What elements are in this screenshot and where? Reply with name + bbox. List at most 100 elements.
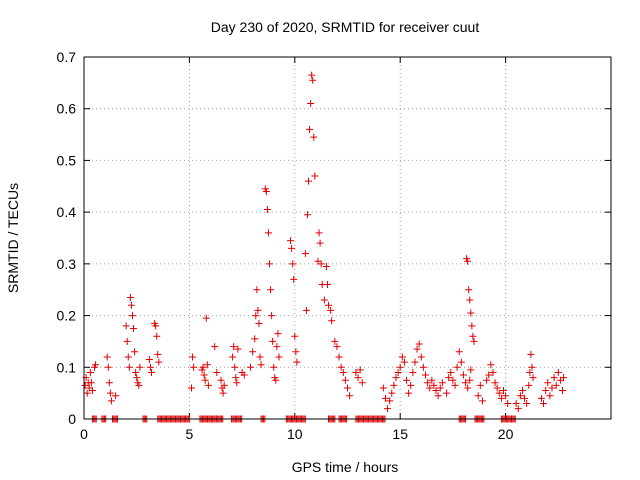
data-point bbox=[122, 322, 130, 330]
data-point bbox=[203, 361, 211, 369]
data-point bbox=[266, 260, 274, 268]
data-point bbox=[104, 363, 112, 371]
data-point bbox=[130, 325, 138, 332]
data-point bbox=[153, 332, 161, 340]
data-point bbox=[346, 392, 354, 400]
data-point bbox=[445, 374, 453, 382]
data-point bbox=[455, 348, 463, 356]
data-point bbox=[464, 257, 472, 265]
data-point bbox=[190, 363, 198, 371]
plot-frame bbox=[83, 56, 612, 420]
data-point bbox=[254, 306, 262, 314]
y-tick-label: 0.2 bbox=[57, 308, 77, 324]
data-point bbox=[127, 301, 135, 309]
data-point bbox=[92, 361, 100, 369]
data-point bbox=[213, 368, 221, 376]
data-point bbox=[430, 381, 438, 389]
data-point bbox=[264, 229, 272, 237]
data-point bbox=[390, 381, 398, 389]
data-point bbox=[358, 379, 366, 387]
data-point bbox=[335, 353, 343, 361]
data-point bbox=[523, 399, 531, 407]
data-point bbox=[453, 363, 461, 371]
data-point bbox=[341, 376, 349, 384]
grid-lines bbox=[84, 57, 611, 419]
data-point bbox=[457, 358, 465, 366]
data-point bbox=[526, 368, 534, 376]
data-point bbox=[105, 379, 113, 387]
data-point bbox=[464, 384, 472, 392]
data-point bbox=[256, 353, 264, 361]
data-point bbox=[405, 389, 413, 397]
data-point bbox=[512, 399, 520, 407]
data-point bbox=[302, 306, 310, 314]
data-point bbox=[219, 389, 227, 397]
data-point bbox=[542, 387, 550, 395]
data-point bbox=[413, 345, 421, 353]
data-point bbox=[469, 332, 477, 340]
data-point bbox=[436, 384, 444, 392]
data-point bbox=[394, 368, 402, 376]
data-point bbox=[400, 358, 408, 366]
data-point bbox=[560, 374, 568, 382]
data-point bbox=[468, 322, 476, 330]
data-point bbox=[240, 371, 248, 379]
data-point bbox=[521, 394, 529, 402]
data-point bbox=[396, 363, 404, 371]
data-point bbox=[426, 384, 434, 392]
data-point bbox=[131, 348, 139, 356]
data-point bbox=[316, 239, 324, 247]
data-point bbox=[352, 368, 360, 376]
data-point bbox=[287, 237, 295, 245]
data-point bbox=[356, 366, 364, 374]
data-point bbox=[133, 374, 141, 382]
data-point bbox=[310, 133, 318, 141]
data-point bbox=[417, 353, 425, 361]
data-point bbox=[528, 363, 536, 371]
data-point bbox=[489, 368, 497, 376]
data-point bbox=[392, 374, 400, 382]
data-point bbox=[145, 356, 153, 364]
data-point bbox=[293, 358, 301, 366]
data-point bbox=[107, 397, 115, 405]
data-point bbox=[411, 358, 419, 366]
data-point bbox=[274, 330, 282, 338]
y-tick-label: 0.3 bbox=[57, 256, 77, 272]
data-point bbox=[247, 363, 255, 371]
data-point bbox=[388, 389, 396, 397]
data-point bbox=[309, 76, 317, 84]
data-point bbox=[333, 343, 341, 351]
data-point bbox=[502, 392, 510, 400]
data-point bbox=[447, 368, 455, 376]
x-tick-label: 0 bbox=[80, 426, 88, 442]
data-point bbox=[273, 343, 281, 351]
data-point bbox=[499, 387, 507, 395]
data-point bbox=[291, 332, 299, 340]
data-point bbox=[339, 368, 347, 376]
data-point bbox=[311, 172, 319, 180]
data-point bbox=[202, 314, 210, 322]
data-point bbox=[155, 358, 163, 366]
y-tick-label: 0.4 bbox=[57, 204, 77, 220]
data-point bbox=[86, 368, 94, 376]
data-point bbox=[493, 384, 501, 392]
data-point bbox=[424, 379, 432, 387]
data-point bbox=[217, 376, 225, 384]
data-point bbox=[550, 374, 558, 382]
data-point bbox=[487, 361, 495, 369]
data-point bbox=[126, 293, 134, 301]
data-point bbox=[289, 260, 297, 268]
data-point bbox=[125, 363, 133, 371]
data-point bbox=[544, 379, 552, 387]
data-point bbox=[188, 384, 196, 392]
data-point bbox=[409, 368, 417, 376]
data-point bbox=[255, 319, 263, 327]
y-tick-label: 0.1 bbox=[57, 359, 77, 375]
data-point bbox=[257, 361, 265, 369]
data-point bbox=[537, 394, 545, 402]
data-point bbox=[249, 348, 257, 356]
x-axis-label: GPS time / hours bbox=[292, 459, 399, 475]
data-point bbox=[476, 381, 484, 389]
data-point bbox=[449, 376, 457, 384]
data-point bbox=[443, 389, 451, 397]
